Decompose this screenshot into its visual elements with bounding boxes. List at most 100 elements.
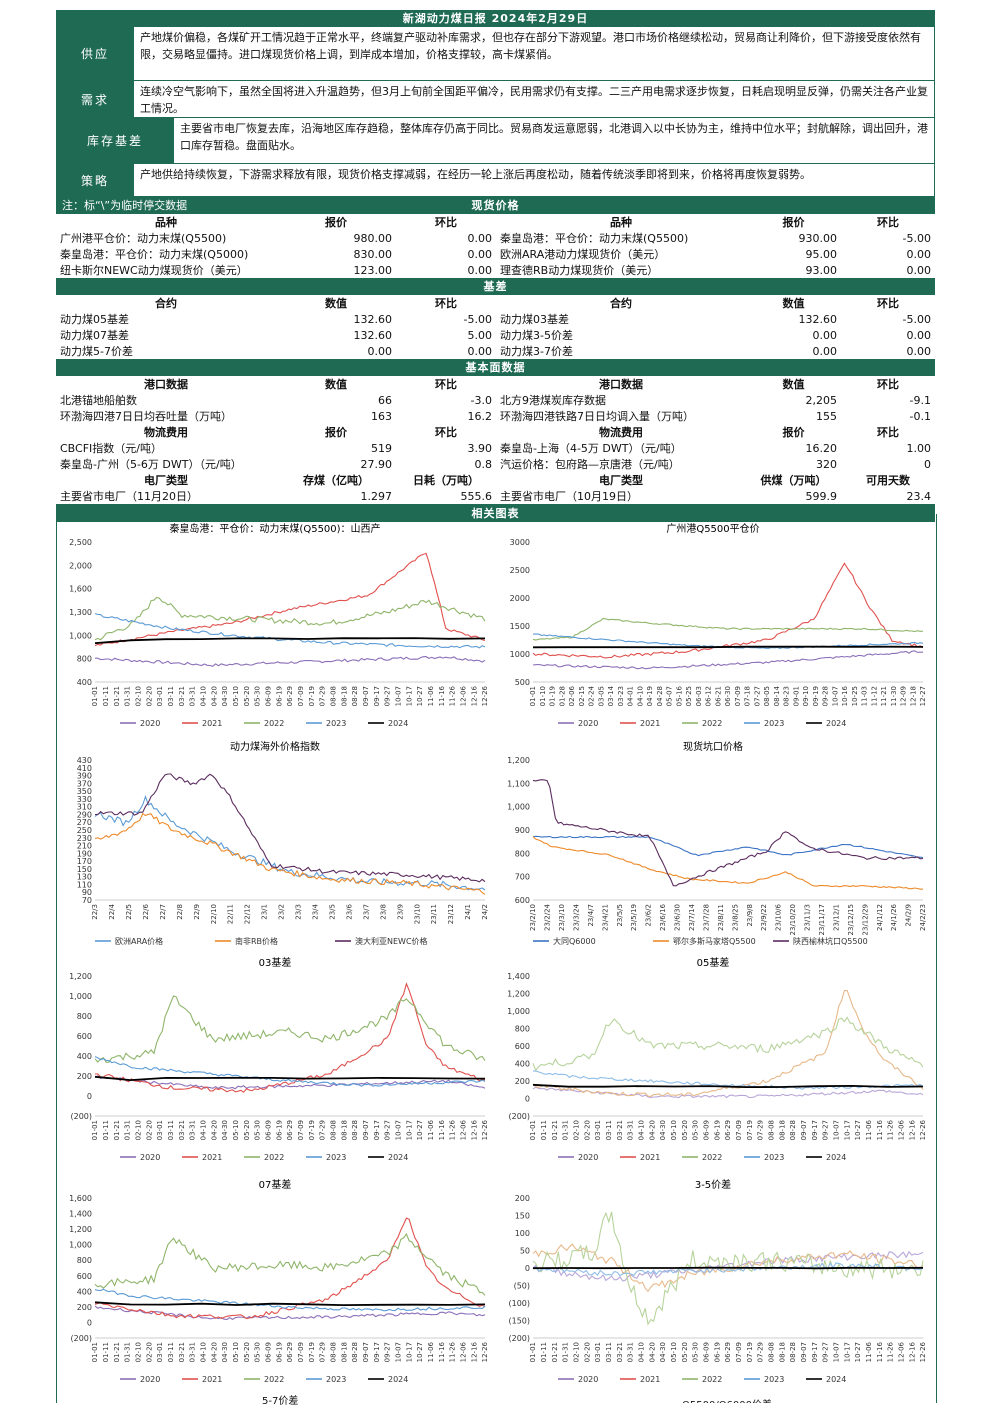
x-tick-label: 23/10/20 bbox=[789, 904, 797, 935]
y-tick-label: 270 bbox=[77, 818, 92, 827]
x-tick-label: 09-27 bbox=[384, 1120, 392, 1140]
cell: 0 bbox=[924, 457, 931, 471]
qhd-5500-svg: 秦皇岛港：平仓价：动力末煤(Q5500)：山西产 2,500 2,000 1,600 1… bbox=[69, 522, 489, 728]
basis-title: 基差 bbox=[56, 278, 935, 295]
legend-label: 2023 bbox=[326, 1153, 346, 1162]
x-tick-label: 07-29 bbox=[319, 1120, 327, 1140]
x-tick-label: 09-07 bbox=[362, 1342, 370, 1362]
x-tick-label: 01-31 bbox=[124, 1342, 132, 1362]
legend-label: 2022 bbox=[264, 719, 284, 728]
legend-label: 2024 bbox=[826, 1153, 846, 1162]
x-tick-label: 24/1/26 bbox=[890, 903, 898, 931]
x-tick-label: 23/12/15 bbox=[847, 904, 855, 935]
x-tick-label: 10-07 bbox=[394, 1342, 402, 1362]
x-tick-label: 03-11 bbox=[167, 686, 175, 706]
x-tick-label: 11-16 bbox=[876, 1341, 884, 1362]
cell: 0.00 bbox=[467, 263, 493, 277]
series-line bbox=[94, 1288, 486, 1312]
x-tick-label: 06-29 bbox=[286, 1342, 294, 1362]
cell: 5.00 bbox=[467, 328, 493, 342]
x-tick-label: 01-01 bbox=[91, 1342, 99, 1362]
cell: 0.00 bbox=[812, 328, 838, 342]
x-tick-label: 22/9 bbox=[193, 904, 201, 920]
x-tick-label: 03-31 bbox=[627, 1120, 635, 1140]
x-tick-label: 23/8/11 bbox=[717, 904, 725, 931]
x-tick-label: 04-20 bbox=[210, 1342, 218, 1362]
x-tick-label: 23/9/8 bbox=[746, 904, 754, 927]
legend-label: 2022 bbox=[264, 1375, 284, 1384]
x-tick-label: 09-17 bbox=[373, 1342, 381, 1362]
x-tick-label: 09-27 bbox=[384, 686, 392, 706]
y-tick-label: 0 bbox=[87, 1092, 92, 1101]
x-tick-label: 03-31 bbox=[189, 686, 197, 706]
chart-title: 03基差 bbox=[259, 956, 292, 969]
series-line bbox=[94, 596, 486, 641]
chart-title: 05基差 bbox=[697, 956, 730, 969]
x-tick-label: 04-10 bbox=[199, 686, 207, 706]
x-tick-label: 07-19 bbox=[308, 1120, 316, 1140]
x-tick-label: 23/3 bbox=[295, 904, 303, 920]
x-tick-label: 03-01 bbox=[594, 1342, 602, 1362]
x-tick-label: 10-17 bbox=[843, 1120, 851, 1140]
x-tick-label: 12-16 bbox=[470, 1341, 478, 1362]
x-tick-label: 06-09 bbox=[702, 1120, 710, 1140]
x-tick-label: 02-20 bbox=[145, 1120, 153, 1140]
cell: 132.60 bbox=[353, 328, 393, 342]
x-tick-label: 11-06 bbox=[865, 1119, 873, 1140]
x-tick-label: 23/5 bbox=[328, 904, 336, 920]
cell: 555.6 bbox=[396, 488, 496, 505]
y-tick-label: 1,600 bbox=[69, 1194, 92, 1203]
x-tick-label: 23/12/29 bbox=[861, 904, 869, 935]
header-cell: 品种 bbox=[155, 216, 177, 229]
cell: 163 bbox=[371, 409, 392, 423]
x-tick-label: 23/7/14 bbox=[688, 903, 696, 931]
series-line bbox=[94, 637, 486, 645]
x-tick-label: 08-28 bbox=[789, 1342, 797, 1362]
x-tick-label: 02-20 bbox=[583, 1342, 591, 1362]
x-tick-label: 10-17 bbox=[405, 1342, 413, 1362]
header-cell: 港口数据 bbox=[144, 378, 188, 391]
x-tick-label: 23/6/2 bbox=[645, 904, 653, 927]
series-line bbox=[532, 645, 924, 649]
y-tick-label: 1,200 bbox=[507, 756, 530, 765]
x-tick-label: 01-01 bbox=[91, 686, 99, 706]
x-tick-label: 12-26 bbox=[919, 1341, 927, 1362]
y-tick-label: 150 bbox=[515, 1212, 530, 1221]
x-tick-label: 12-06 bbox=[459, 1119, 467, 1140]
header-cell: 物流费用 bbox=[599, 426, 643, 439]
cell: 0.8 bbox=[474, 457, 493, 471]
table-row: 秦皇岛港：平仓价：动力末煤(Q5000) 830.00 0.00 欧洲ARA港动… bbox=[56, 246, 935, 262]
table-row: 北港锚地船舶数 66 -3.0 北方9港煤炭库存数据 2,205 -9.1 bbox=[56, 392, 935, 408]
y-tick-label: 70 bbox=[82, 896, 92, 905]
x-tick-label: 03-21 bbox=[178, 1120, 186, 1140]
series-line bbox=[532, 1211, 924, 1326]
y-tick-label: 1,400 bbox=[507, 972, 530, 981]
legend-label: 2024 bbox=[388, 719, 408, 728]
x-tick-label: 08-14 bbox=[773, 685, 781, 706]
cell: 0.00 bbox=[467, 344, 493, 358]
legend-label: 2023 bbox=[326, 1375, 346, 1384]
x-tick-label: 11-06 bbox=[427, 685, 435, 706]
series-line bbox=[94, 1217, 486, 1320]
cell: 320 bbox=[816, 457, 837, 471]
series-line bbox=[532, 650, 923, 670]
section-text: 连续冷空气影响下，虽然全国将进入升温趋势，但3月上旬前全国距平偏冷，民用需求仍有… bbox=[134, 81, 935, 117]
x-tick-label: 12-16 bbox=[908, 1341, 916, 1362]
x-tick-label: 03-21 bbox=[616, 1342, 624, 1362]
x-tick-label: 23/6/30 bbox=[674, 904, 682, 931]
x-tick-label: 12-09 bbox=[900, 686, 908, 706]
x-tick-label: 24/2 bbox=[481, 904, 489, 920]
x-tick-label: 11-26 bbox=[887, 1341, 895, 1362]
section-label: 库存基差 bbox=[56, 118, 174, 163]
x-tick-label: 04-19 bbox=[646, 686, 654, 706]
spot-table: 品种 报价 环比 品种 报价 环比 广州港平仓价：动力末煤(Q5500) 980… bbox=[56, 214, 935, 278]
x-tick-label: 01-01 bbox=[529, 1120, 537, 1140]
y-tick-label: 800 bbox=[515, 849, 530, 858]
x-tick-label: 03-11 bbox=[605, 1120, 613, 1140]
x-tick-label: 22/4 bbox=[108, 903, 116, 919]
x-tick-label: 07-09 bbox=[297, 1342, 305, 1362]
x-tick-label: 05-30 bbox=[692, 1120, 700, 1140]
x-tick-label: 11-16 bbox=[438, 1119, 446, 1140]
series-line bbox=[94, 612, 486, 649]
x-tick-label: 12-18 bbox=[909, 686, 917, 706]
